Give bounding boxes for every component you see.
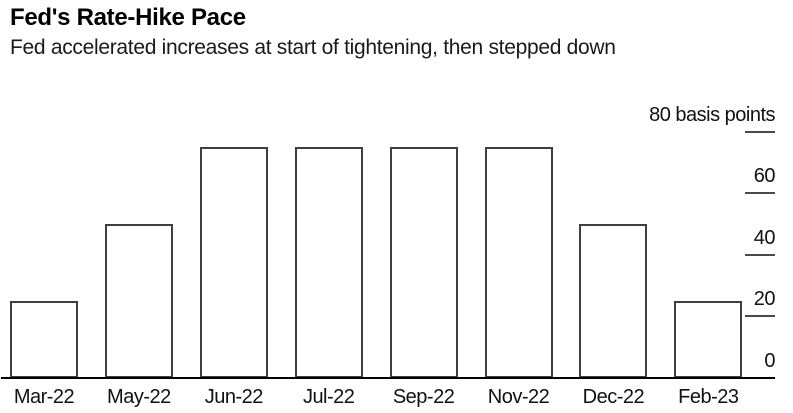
- bar-jun-22: [199, 147, 268, 378]
- bar-feb-23: [674, 301, 743, 378]
- x-axis-line: [1, 377, 775, 379]
- chart-title: Fed's Rate-Hike Pace: [10, 4, 246, 31]
- y-axis-label-60: 60: [753, 165, 776, 188]
- bar-mar-22: [10, 301, 78, 378]
- y-axis-tick-mark-60: [745, 192, 775, 195]
- x-axis-label-jun-22: Jun-22: [204, 386, 264, 408]
- bar-dec-22: [579, 224, 648, 378]
- x-axis-label-may-22: May-22: [107, 386, 171, 408]
- x-axis-label-dec-22: Dec-22: [582, 386, 645, 408]
- x-axis-label-nov-22: Nov-22: [487, 386, 550, 408]
- x-axis-label-sep-22: Sep-22: [392, 386, 455, 408]
- bar-may-22: [104, 224, 173, 378]
- y-axis-label-40: 40: [753, 226, 776, 249]
- chart-subtitle: Fed accelerated increases at start of ti…: [10, 36, 616, 59]
- y-axis-label-80: 80 basis points: [649, 103, 775, 126]
- x-axis-label-jul-22: Jul-22: [302, 386, 355, 408]
- bar-nov-22: [484, 147, 553, 378]
- bar-sep-22: [389, 147, 458, 378]
- y-axis-label-0: 0: [764, 350, 775, 372]
- bar-jul-22: [294, 147, 363, 378]
- y-axis-tick-mark-20: [745, 315, 775, 318]
- y-axis-tick-mark-40: [745, 253, 775, 256]
- x-axis-label-mar-22: Mar-22: [13, 386, 75, 408]
- y-axis-label-20: 20: [753, 288, 776, 311]
- y-axis-tick-mark-80: [745, 130, 775, 133]
- x-axis-label-feb-23: Feb-23: [678, 386, 739, 408]
